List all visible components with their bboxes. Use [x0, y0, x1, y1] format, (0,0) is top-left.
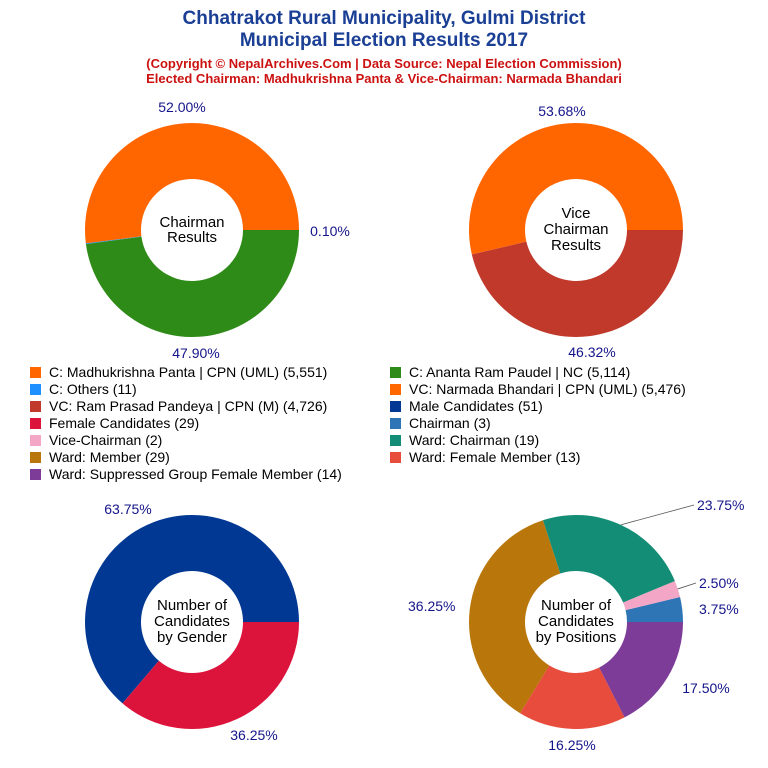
legend-swatch [30, 384, 41, 395]
legend-item: Ward: Suppressed Group Female Member (14… [30, 466, 342, 483]
legend-label: Chairman (3) [409, 415, 491, 431]
donut-center-label: Number of [541, 597, 612, 614]
legend-label: Female Candidates (29) [49, 415, 200, 431]
leader-line [677, 582, 697, 590]
donut-slice [84, 122, 300, 244]
legend-swatch [390, 452, 401, 463]
chart-title-line1: Chhatrakot Rural Municipality, Gulmi Dis… [182, 8, 586, 29]
legend-swatch [30, 367, 41, 378]
legend-label: Ward: Chairman (19) [409, 432, 540, 448]
donut-center-label: Results [167, 229, 217, 246]
donut-slice [85, 236, 142, 245]
slice-percent-label: 52.00% [158, 99, 205, 115]
legend-swatch [390, 435, 401, 446]
legend-item: Ward: Chairman (19) [390, 432, 539, 449]
legend-label: C: Ananta Ram Paudel | NC (5,114) [409, 364, 631, 380]
legend-swatch [30, 469, 41, 480]
legend-label: Ward: Female Member (13) [409, 449, 581, 465]
legend-swatch [390, 384, 401, 395]
legend-swatch [30, 435, 41, 446]
chart-title-line2: Municipal Election Results 2017 [239, 30, 529, 51]
slice-percent-label: 46.32% [568, 344, 615, 360]
legend-item: Chairman (3) [390, 415, 491, 432]
donut-center-label: Number of [157, 597, 228, 614]
legend-item: Female Candidates (29) [30, 415, 199, 432]
legend-swatch [30, 401, 41, 412]
donut-center-label: Results [551, 237, 601, 254]
donut-slice [468, 122, 683, 255]
legend-label: VC: Ram Prasad Pandeya | CPN (M) (4,726) [49, 398, 328, 414]
donut-slice [520, 665, 625, 729]
slice-percent-label: 3.75% [699, 601, 739, 617]
slice-percent-label: 23.75% [697, 497, 744, 513]
chart-subtitle-line1: (Copyright © NepalArchives.Com | Data So… [146, 56, 622, 71]
donut-slice [85, 230, 299, 337]
slice-percent-label: 36.25% [230, 727, 277, 743]
legend-label: Vice-Chairman (2) [49, 432, 163, 448]
donut-center-label: Chairman [543, 221, 608, 238]
legend-label: Ward: Member (29) [49, 449, 170, 465]
donut-slice [469, 520, 561, 714]
legend-item: Ward: Member (29) [30, 449, 170, 466]
donut-center-label: by Positions [536, 629, 617, 646]
donut-slice [542, 515, 675, 603]
donut-slice [625, 597, 683, 622]
legend-label: C: Others (11) [49, 381, 137, 397]
donut-slice [599, 622, 683, 718]
legend-swatch [30, 452, 41, 463]
leader-line [620, 504, 695, 526]
legend-label: VC: Narmada Bhandari | CPN (UML) (5,476) [409, 381, 686, 397]
legend-item: C: Ananta Ram Paudel | NC (5,114) [390, 364, 630, 381]
legend-label: C: Madhukrishna Panta | CPN (UML) (5,551… [49, 364, 328, 380]
legend-swatch [30, 418, 41, 429]
slice-percent-label: 16.25% [548, 737, 595, 753]
donut-slice [84, 514, 299, 704]
legend-item: Vice-Chairman (2) [30, 432, 162, 449]
legend-swatch [390, 367, 401, 378]
legend-item: VC: Ram Prasad Pandeya | CPN (M) (4,726) [30, 398, 327, 415]
slice-percent-label: 0.10% [310, 223, 350, 239]
donut-center-label: Candidates [154, 613, 230, 630]
legend-item: C: Madhukrishna Panta | CPN (UML) (5,551… [30, 364, 327, 381]
chart-header: Chhatrakot Rural Municipality, Gulmi Dis… [0, 8, 768, 86]
donut-center-label: Vice [562, 205, 591, 222]
donut-slice [623, 581, 681, 611]
slice-percent-label: 63.75% [104, 501, 151, 517]
slice-percent-label: 17.50% [682, 680, 729, 696]
legend-item: Male Candidates (51) [390, 398, 543, 415]
donut-center-label: Candidates [538, 613, 614, 630]
legend-item: VC: Narmada Bhandari | CPN (UML) (5,476) [390, 381, 686, 398]
chart-subtitle-line2: Elected Chairman: Madhukrishna Panta & V… [146, 71, 622, 86]
legend-swatch [390, 418, 401, 429]
legend-label: Male Candidates (51) [409, 398, 543, 414]
legend-item: Ward: Female Member (13) [390, 449, 580, 466]
donut-center-label: Chairman [159, 214, 224, 231]
donut-slice [471, 230, 683, 337]
donut-slice [122, 622, 299, 729]
slice-percent-label: 36.25% [408, 598, 455, 614]
slice-percent-label: 53.68% [538, 103, 585, 119]
legend-label: Ward: Suppressed Group Female Member (14… [49, 466, 342, 482]
legend-item: C: Others (11) [30, 381, 137, 398]
legend-swatch [390, 401, 401, 412]
slice-percent-label: 2.50% [699, 575, 739, 591]
slice-percent-label: 47.90% [172, 345, 219, 361]
donut-center-label: by Gender [157, 629, 227, 646]
